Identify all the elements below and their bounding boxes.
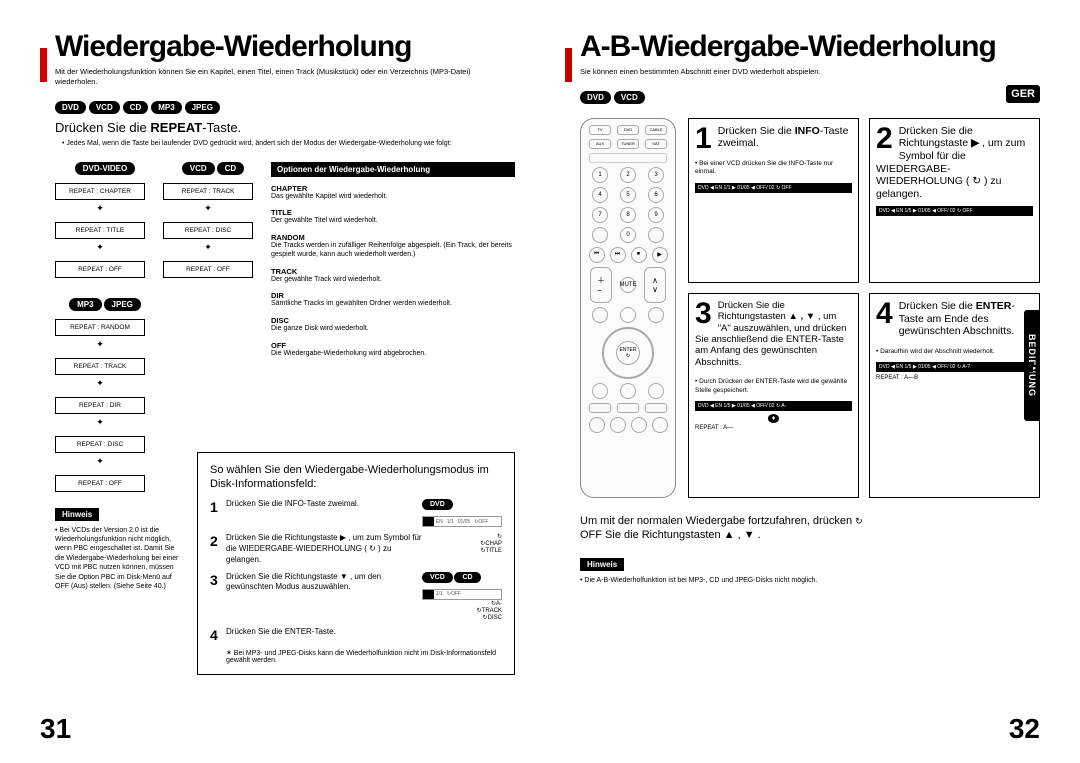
osd-strip: EN1/101/05↻OFF xyxy=(422,516,502,527)
osd-strip: DVD ◀ EN 1/5 ▶ 01/05 ◀ OFF/ 02 ↻ OFF xyxy=(876,206,1033,216)
arrow-down-icon: ✦ xyxy=(55,242,145,253)
flow-step: REPEAT : TITLE xyxy=(55,222,145,239)
refresh-icon: ↻ xyxy=(855,516,863,528)
hinweis-text: • Die A-B-Wiederholfunktion ist bei MP3-… xyxy=(580,576,1040,585)
pill: MP3 xyxy=(151,101,181,114)
card-title: Drücken Sie die Richtungstasten ▲ , ▼ , … xyxy=(695,300,852,368)
osd-strip: DVD ◀ EN 1/5 ▶ 01/05 ◀ OFF/ 02 ↻ A- xyxy=(695,401,852,411)
card-title: Drücken Sie die INFO-Taste zweimal. xyxy=(695,125,852,150)
option-item: RANDOMDie Tracks werden in zufälliger Re… xyxy=(271,233,515,260)
flow-col-dvd: DVD-VIDEO REPEAT : CHAPTER ✦ REPEAT : TI… xyxy=(55,162,155,492)
pill: DVD xyxy=(55,101,86,114)
pill: CD xyxy=(123,101,149,114)
step-card-4: 4 Drücken Sie die ENTER-Taste am Ende de… xyxy=(869,293,1040,498)
option-item: CHAPTERDas gewählte Kapitel wird wiederh… xyxy=(271,184,515,202)
infobox-wrap: So wählen Sie den Wiedergabe-Wiederholun… xyxy=(197,492,515,675)
arrow-down-icon: ✦ xyxy=(55,378,145,389)
bottom-row: Hinweis • Bei VCDs der Version 2.0 ist d… xyxy=(55,492,515,675)
flow-step: REPEAT : DISC xyxy=(55,436,145,453)
flow-step: REPEAT : OFF xyxy=(55,261,145,278)
pill: DVD xyxy=(580,91,611,104)
flow-step: REPEAT : OFF xyxy=(55,475,145,492)
step-row: 1 Drücken Sie die INFO-Taste zweimal. DV… xyxy=(210,499,502,527)
page-left: Wiedergabe-Wiederholung Mit der Wiederho… xyxy=(0,0,540,763)
card-title: Drücken Sie die ENTER-Taste am Ende des … xyxy=(876,300,1033,338)
oval-label: JPEG xyxy=(104,298,141,311)
option-item: TRACKDer gewählte Track wird wiederholt. xyxy=(271,267,515,285)
page-number-left: 31 xyxy=(40,713,71,745)
remote-control-illustration: TVDVDCABLE AUXTUNERSAT 123 456 789 0 ⏮⏭⏹… xyxy=(580,118,676,498)
option-item: OFFDie Wiedergabe-Wiederholung wird abge… xyxy=(271,341,515,359)
flow-step: REPEAT : DIR xyxy=(55,397,145,414)
hinweis-text: • Bei VCDs der Version 2.0 ist die Wiede… xyxy=(55,526,185,592)
step-row: 2 Drücken Sie die Richtungstaste ▶ , um … xyxy=(210,533,502,565)
oval-label: VCD xyxy=(182,162,215,175)
flow-step: REPEAT : TRACK xyxy=(55,358,145,375)
step-row: 4 Drücken Sie die ENTER-Taste. xyxy=(210,627,502,643)
info-box: So wählen Sie den Wiedergabe-Wiederholun… xyxy=(197,452,515,675)
pill: JPEG xyxy=(185,101,220,114)
card-note: • Daraufhin wird der Abschnitt wiederhol… xyxy=(876,348,1033,356)
card-note: • Bei einer VCD drücken Sie die INFO-Tas… xyxy=(695,160,852,177)
card-note: • Durch Drücken der ENTER-Taste wird die… xyxy=(695,378,852,395)
page-right: A-B-Wiedergabe-Wiederholung Sie können e… xyxy=(540,0,1080,763)
step-card-1: 1 Drücken Sie die INFO-Taste zweimal. • … xyxy=(688,118,859,283)
flow-col-vcd: VCD CD REPEAT : TRACK ✦ REPEAT : DISC ✦ … xyxy=(163,162,263,492)
flow-step: REPEAT : OFF xyxy=(163,261,253,278)
option-item: TITLEDer gewählte Titel wird wiederholt. xyxy=(271,208,515,226)
arrow-down-icon: ✦ xyxy=(163,203,253,214)
format-pills-left: DVD VCD CD MP3 JPEG xyxy=(55,101,515,114)
flow-step: REPEAT : DISC xyxy=(163,222,253,239)
arrow-down-icon: ✦ xyxy=(55,456,145,467)
pill: VCD xyxy=(614,91,645,104)
right-layout: TVDVDCABLE AUXTUNERSAT 123 456 789 0 ⏮⏭⏹… xyxy=(580,118,1040,498)
card-title: Drücken Sie die Richtungstaste ▶ , um zu… xyxy=(876,125,1033,201)
steps-grid: 1 Drücken Sie die INFO-Taste zweimal. • … xyxy=(688,118,1040,498)
step-row: 3 Drücken Sie die Richtungstaste ▼ , um … xyxy=(210,572,502,621)
flow-step: REPEAT : CHAPTER xyxy=(55,183,145,200)
step-card-3: 3 Drücken Sie die Richtungstasten ▲ , ▼ … xyxy=(688,293,859,498)
options-column: Optionen der Wiedergabe-Wiederholung CHA… xyxy=(271,162,515,492)
section-heading: Drücken Sie die REPEAT-Taste. xyxy=(55,120,515,135)
hinweis-label: Hinweis xyxy=(580,558,624,571)
section-bullet: • Jedes Mal, wenn die Taste bei laufende… xyxy=(62,139,515,148)
repeat-indicator: REPEAT : A—B xyxy=(876,375,1033,381)
option-item: DIRSämtliche Tracks im gewählten Ordner … xyxy=(271,291,515,309)
infobox-title: So wählen Sie den Wiedergabe-Wiederholun… xyxy=(210,463,502,492)
flow-step: REPEAT : RANDOM xyxy=(55,319,145,336)
infobox-footnote: ✶ Bei MP3- und JPEG-Disks kann die Wiede… xyxy=(226,649,502,664)
step-card-2: 2 Drücken Sie die Richtungstaste ▶ , um … xyxy=(869,118,1040,283)
page-title-left: Wiedergabe-Wiederholung xyxy=(55,30,515,64)
page-title-right: A-B-Wiedergabe-Wiederholung xyxy=(580,30,1040,64)
osd-strip: DVD ◀ EN 1/5 ▶ 01/05 ◀ OFF/ 02 ↻ A-? xyxy=(876,362,1033,372)
oval-label: DVD-VIDEO xyxy=(75,162,135,175)
hinweis-label: Hinweis xyxy=(55,508,99,521)
osd-strip: DVD ◀ EN 1/1 ▶ 01/05 ◀ OFF/ 02 ↻ OFF xyxy=(695,183,852,193)
arrow-down-icon: ✦ xyxy=(55,203,145,214)
oval-label: CD xyxy=(217,162,245,175)
flow-step: REPEAT : TRACK xyxy=(163,183,253,200)
subtitle-right: Sie können einen bestimmten Abschnitt ei… xyxy=(580,67,1040,77)
pill: VCD xyxy=(89,101,120,114)
subtitle-left: Mit der Wiederholungsfunktion können Sie… xyxy=(55,67,515,87)
language-badge: GER xyxy=(1006,85,1040,103)
osd-strip: 1/1↻OFF xyxy=(422,589,502,600)
format-pills-right: DVD VCD xyxy=(580,91,1040,104)
accent-bar xyxy=(565,48,572,82)
repeat-flow-columns: DVD-VIDEO REPEAT : CHAPTER ✦ REPEAT : TI… xyxy=(55,162,515,492)
resume-instruction: Um mit der normalen Wiedergabe fortzufah… xyxy=(580,514,1040,543)
option-item: DISCDie ganze Disk wird wiederholt. xyxy=(271,316,515,334)
accent-bar xyxy=(40,48,47,82)
arrow-down-icon: ✦ xyxy=(163,242,253,253)
options-header: Optionen der Wiedergabe-Wiederholung xyxy=(271,162,515,177)
oval-label: MP3 xyxy=(69,298,101,311)
hinweis-block: Hinweis • Bei VCDs der Version 2.0 ist d… xyxy=(55,492,185,675)
repeat-indicator: REPEAT : A— xyxy=(695,425,852,431)
page-number-right: 32 xyxy=(1009,713,1040,745)
arrow-down-icon: ✦ xyxy=(55,339,145,350)
arrow-down-icon: ✦ xyxy=(55,417,145,428)
